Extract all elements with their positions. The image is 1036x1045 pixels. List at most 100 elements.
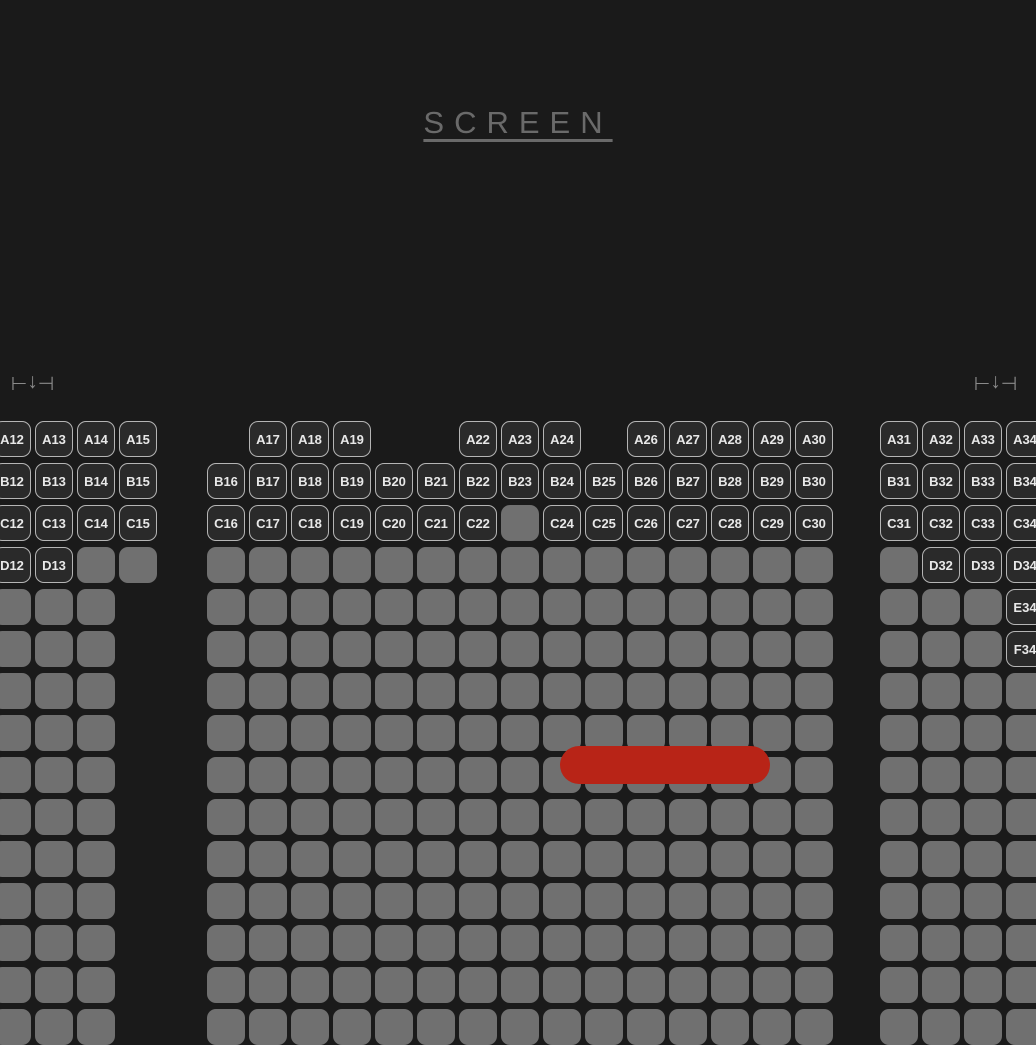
seat-B29[interactable]: B29 bbox=[753, 463, 791, 499]
seat-N19 bbox=[333, 967, 371, 1003]
seat-C27[interactable]: C27 bbox=[669, 505, 707, 541]
seat-B34[interactable]: B34 bbox=[1006, 463, 1036, 499]
seat-C34[interactable]: C34 bbox=[1006, 505, 1036, 541]
seat-C12[interactable]: C12 bbox=[0, 505, 31, 541]
seat-A12[interactable]: A12 bbox=[0, 421, 31, 457]
seat-M18 bbox=[291, 925, 329, 961]
seat-J14 bbox=[77, 799, 115, 835]
seat-A14[interactable]: A14 bbox=[77, 421, 115, 457]
seat-C16[interactable]: C16 bbox=[207, 505, 245, 541]
seat-A27[interactable]: A27 bbox=[669, 421, 707, 457]
seat-C15[interactable]: C15 bbox=[119, 505, 157, 541]
seat-C19[interactable]: C19 bbox=[333, 505, 371, 541]
seat-A32[interactable]: A32 bbox=[922, 421, 960, 457]
seat-B20[interactable]: B20 bbox=[375, 463, 413, 499]
seat-D32[interactable]: D32 bbox=[922, 547, 960, 583]
seat-A31[interactable]: A31 bbox=[880, 421, 918, 457]
seat-C30[interactable]: C30 bbox=[795, 505, 833, 541]
seat-A26[interactable]: A26 bbox=[627, 421, 665, 457]
seat-H29 bbox=[753, 715, 791, 751]
seat-B27[interactable]: B27 bbox=[669, 463, 707, 499]
seat-D13[interactable]: D13 bbox=[35, 547, 73, 583]
seat-B15[interactable]: B15 bbox=[119, 463, 157, 499]
seat-B19[interactable]: B19 bbox=[333, 463, 371, 499]
seat-J20 bbox=[375, 799, 413, 835]
seat-D34[interactable]: D34 bbox=[1006, 547, 1036, 583]
seat-B28[interactable]: B28 bbox=[711, 463, 749, 499]
seat-B22[interactable]: B22 bbox=[459, 463, 497, 499]
seat-B33[interactable]: B33 bbox=[964, 463, 1002, 499]
seat-A17[interactable]: A17 bbox=[249, 421, 287, 457]
seat-J27 bbox=[669, 799, 707, 835]
seat-A33[interactable]: A33 bbox=[964, 421, 1002, 457]
seat-D26 bbox=[627, 547, 665, 583]
seat-B14[interactable]: B14 bbox=[77, 463, 115, 499]
seat-A13[interactable]: A13 bbox=[35, 421, 73, 457]
seat-F27 bbox=[669, 631, 707, 667]
seat-C28[interactable]: C28 bbox=[711, 505, 749, 541]
seat-A22[interactable]: A22 bbox=[459, 421, 497, 457]
seat-M14 bbox=[77, 925, 115, 961]
seat-B13[interactable]: B13 bbox=[35, 463, 73, 499]
seat-B32[interactable]: B32 bbox=[922, 463, 960, 499]
seat-C20[interactable]: C20 bbox=[375, 505, 413, 541]
seat-N32 bbox=[922, 967, 960, 1003]
seat-B16[interactable]: B16 bbox=[207, 463, 245, 499]
seat-C25[interactable]: C25 bbox=[585, 505, 623, 541]
seat-C32[interactable]: C32 bbox=[922, 505, 960, 541]
seat-H24 bbox=[543, 715, 581, 751]
seat-H21 bbox=[417, 715, 455, 751]
seat-C33[interactable]: C33 bbox=[964, 505, 1002, 541]
seat-A24[interactable]: A24 bbox=[543, 421, 581, 457]
seat-F34[interactable]: F34 bbox=[1006, 631, 1036, 667]
seat-F25 bbox=[585, 631, 623, 667]
seat-B24[interactable]: B24 bbox=[543, 463, 581, 499]
seat-A15[interactable]: A15 bbox=[119, 421, 157, 457]
seat-B31[interactable]: B31 bbox=[880, 463, 918, 499]
seat-J26 bbox=[627, 799, 665, 835]
seat-C22[interactable]: C22 bbox=[459, 505, 497, 541]
seat-M19 bbox=[333, 925, 371, 961]
seat-N33 bbox=[964, 967, 1002, 1003]
seat-B25[interactable]: B25 bbox=[585, 463, 623, 499]
seat-B30[interactable]: B30 bbox=[795, 463, 833, 499]
seat-L22 bbox=[459, 883, 497, 919]
seat-B12[interactable]: B12 bbox=[0, 463, 31, 499]
seat-E34[interactable]: E34 bbox=[1006, 589, 1036, 625]
seat-C14[interactable]: C14 bbox=[77, 505, 115, 541]
seat-A34[interactable]: A34 bbox=[1006, 421, 1036, 457]
seat-B26[interactable]: B26 bbox=[627, 463, 665, 499]
seat-A29[interactable]: A29 bbox=[753, 421, 791, 457]
seat-A23[interactable]: A23 bbox=[501, 421, 539, 457]
seat-C17[interactable]: C17 bbox=[249, 505, 287, 541]
seat-C18[interactable]: C18 bbox=[291, 505, 329, 541]
seat-L33 bbox=[964, 883, 1002, 919]
seat-A28[interactable]: A28 bbox=[711, 421, 749, 457]
seat-D33[interactable]: D33 bbox=[964, 547, 1002, 583]
seat-K30 bbox=[795, 841, 833, 877]
seat-B18[interactable]: B18 bbox=[291, 463, 329, 499]
seat-E27 bbox=[669, 589, 707, 625]
seat-C26[interactable]: C26 bbox=[627, 505, 665, 541]
seat-B17[interactable]: B17 bbox=[249, 463, 287, 499]
seat-D12[interactable]: D12 bbox=[0, 547, 31, 583]
seat-A19[interactable]: A19 bbox=[333, 421, 371, 457]
seat-B23[interactable]: B23 bbox=[501, 463, 539, 499]
seat-D14 bbox=[77, 547, 115, 583]
seat-C21[interactable]: C21 bbox=[417, 505, 455, 541]
seat-C31[interactable]: C31 bbox=[880, 505, 918, 541]
seat-I13 bbox=[35, 757, 73, 793]
seat-F12 bbox=[0, 631, 31, 667]
seat-I30 bbox=[795, 757, 833, 793]
seat-B21[interactable]: B21 bbox=[417, 463, 455, 499]
seat-C13[interactable]: C13 bbox=[35, 505, 73, 541]
seat-D17 bbox=[249, 547, 287, 583]
seat-A30[interactable]: A30 bbox=[795, 421, 833, 457]
seat-L27 bbox=[669, 883, 707, 919]
seat-F14 bbox=[77, 631, 115, 667]
seat-C29[interactable]: C29 bbox=[753, 505, 791, 541]
seat-C24[interactable]: C24 bbox=[543, 505, 581, 541]
seat-E33 bbox=[964, 589, 1002, 625]
seat-A18[interactable]: A18 bbox=[291, 421, 329, 457]
seat-N21 bbox=[417, 967, 455, 1003]
